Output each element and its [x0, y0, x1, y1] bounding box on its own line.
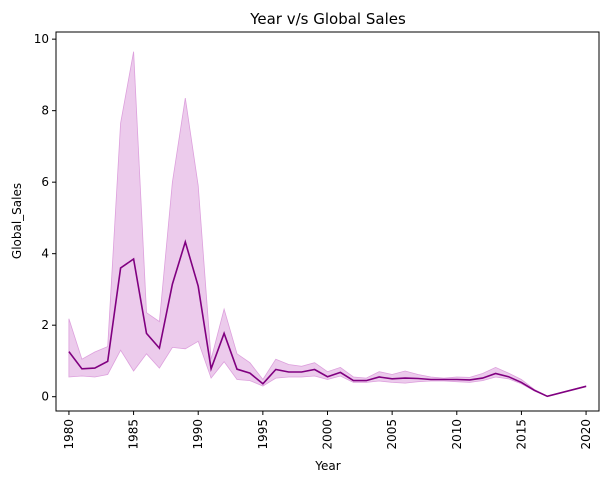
- x-tick-label: 1995: [256, 419, 270, 450]
- x-axis-ticks: 1980 1985 1990 1995 2000 2005 2010 2015 2020: [62, 411, 593, 450]
- x-tick-label: 2020: [579, 419, 593, 450]
- x-tick-label: 1985: [127, 419, 141, 450]
- y-tick-label: 8: [41, 104, 49, 118]
- y-tick-label: 0: [41, 390, 49, 404]
- y-axis-label: Global_Sales: [10, 183, 24, 259]
- confidence-band: [68, 51, 587, 397]
- y-tick-label: 10: [34, 32, 49, 46]
- x-tick-label: 2005: [385, 419, 399, 450]
- chart-title: Year v/s Global Sales: [249, 10, 406, 28]
- y-tick-label: 2: [41, 318, 49, 332]
- x-tick-label: 2010: [450, 419, 464, 450]
- y-tick-label: 6: [41, 175, 49, 189]
- y-tick-label: 4: [41, 247, 49, 261]
- x-tick-label: 1990: [191, 419, 205, 450]
- y-axis-ticks: 0 2 4 6 8 10: [34, 32, 56, 404]
- x-axis-label: Year: [314, 459, 340, 473]
- x-tick-label: 2000: [321, 419, 335, 450]
- x-tick-label: 2015: [514, 419, 528, 450]
- x-tick-label: 1980: [62, 419, 76, 450]
- plot-area: [68, 51, 587, 398]
- series-line: [68, 239, 587, 398]
- plot-frame: [55, 31, 600, 412]
